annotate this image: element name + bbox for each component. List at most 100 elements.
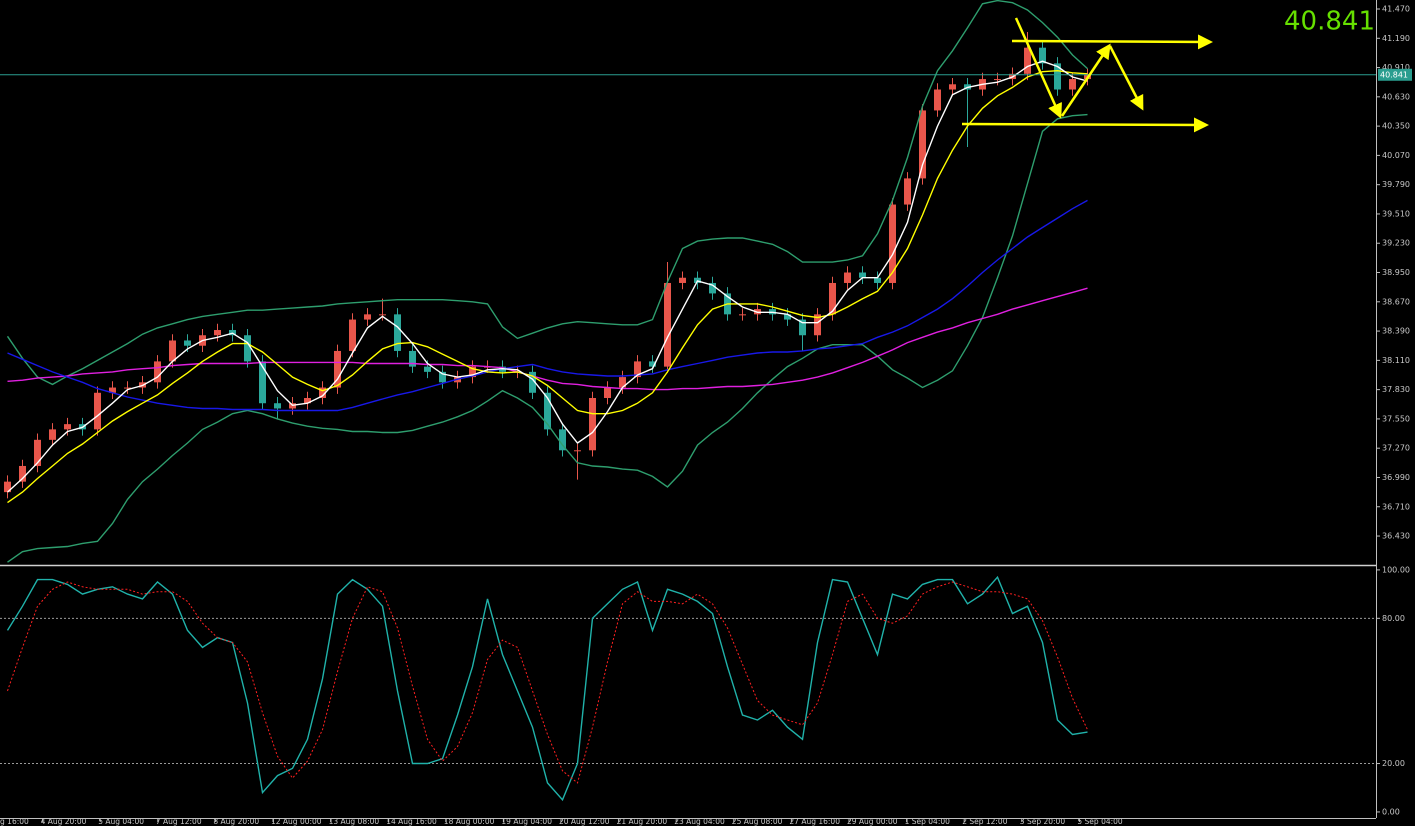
y-tick-label: 37.270 bbox=[1382, 444, 1410, 453]
y-tick-label: 38.950 bbox=[1382, 268, 1410, 277]
candle-body bbox=[109, 387, 116, 393]
x-tick-label: 8 Aug 20:00 bbox=[213, 817, 259, 826]
candle-body bbox=[949, 84, 956, 90]
candle-body bbox=[19, 465, 26, 482]
candle-body bbox=[784, 314, 791, 320]
candle-body bbox=[829, 282, 836, 315]
candle-body bbox=[934, 89, 941, 111]
candle-body bbox=[994, 79, 1001, 81]
candle-body bbox=[424, 366, 431, 372]
y-tick-label: 39.510 bbox=[1382, 209, 1410, 218]
candle-body bbox=[664, 282, 671, 367]
candle-body bbox=[814, 314, 821, 336]
candle-body bbox=[409, 350, 416, 367]
x-tick-label: 5 Aug 04:00 bbox=[98, 817, 144, 826]
candle-body bbox=[904, 178, 911, 205]
candle-body bbox=[94, 392, 101, 430]
resistance-arrow bbox=[1011, 34, 1213, 50]
x-tick-label: 7 Aug 12:00 bbox=[156, 817, 202, 826]
x-tick-label: 12 Aug 00:00 bbox=[271, 817, 322, 826]
x-tick-label: 20 Aug 12:00 bbox=[559, 817, 610, 826]
candle-body bbox=[244, 335, 251, 362]
candle-body bbox=[364, 314, 371, 320]
price-label: 40.841 bbox=[1380, 70, 1408, 79]
candle-body bbox=[274, 403, 281, 409]
y-tick-label: 36.430 bbox=[1382, 532, 1410, 541]
x-tick-label: 19 Aug 04:00 bbox=[501, 817, 552, 826]
y-tick-label: 37.830 bbox=[1382, 385, 1410, 394]
x-tick-label: 4 Aug 20:00 bbox=[41, 817, 87, 826]
x-tick-label: 27 Aug 16:00 bbox=[789, 817, 840, 826]
y-tick-label: 40.350 bbox=[1382, 122, 1410, 131]
candle-body bbox=[889, 204, 896, 283]
up-arrow bbox=[1060, 43, 1111, 117]
indicator-line bbox=[6, 0, 1088, 386]
candle-body bbox=[739, 314, 746, 316]
candle-body bbox=[304, 397, 311, 404]
current-price-large: 40.841 bbox=[1284, 7, 1375, 37]
indicator-line bbox=[7, 60, 1088, 493]
candle-body bbox=[394, 314, 401, 351]
candle-body bbox=[919, 110, 926, 179]
y-tick-label: 41.190 bbox=[1382, 34, 1410, 43]
candle-body bbox=[544, 392, 551, 430]
x-tick-label: 14 Aug 16:00 bbox=[386, 817, 437, 826]
candle-body bbox=[649, 361, 656, 367]
x-tick-label: 3 Sep 20:00 bbox=[1020, 817, 1066, 826]
down-arrow bbox=[1014, 17, 1062, 119]
x-tick-label: 5 Sep 04:00 bbox=[1077, 817, 1123, 826]
y-tick-label: 39.790 bbox=[1382, 180, 1410, 189]
candle-body bbox=[124, 387, 131, 389]
candle-body bbox=[1039, 47, 1046, 64]
candle-body bbox=[214, 330, 221, 336]
candle-body bbox=[709, 282, 716, 294]
candle-body bbox=[64, 424, 71, 430]
candle-body bbox=[154, 361, 161, 383]
y-tick-label: 36.990 bbox=[1382, 473, 1410, 482]
y-tick-label: 38.390 bbox=[1382, 327, 1410, 336]
y-tick-label: 41.470 bbox=[1382, 4, 1410, 13]
candle-body bbox=[34, 439, 41, 466]
y-tick-label: 38.110 bbox=[1382, 356, 1410, 365]
price-label-box bbox=[1378, 68, 1412, 81]
indicator-line bbox=[7, 287, 1088, 391]
candle-body bbox=[679, 277, 686, 283]
candle-body bbox=[184, 340, 191, 346]
candle-body bbox=[799, 319, 806, 336]
x-tick-label: 25 Aug 08:00 bbox=[732, 817, 783, 826]
candle-body bbox=[349, 319, 356, 351]
candle-body bbox=[334, 350, 341, 388]
candle-body bbox=[4, 481, 11, 493]
candle-body bbox=[259, 361, 266, 404]
y-tick-label: 37.550 bbox=[1382, 414, 1410, 423]
x-tick-label: 18 Aug 00:00 bbox=[444, 817, 495, 826]
down-arrow bbox=[1108, 45, 1144, 111]
x-tick-label: 3 Aug 16:00 bbox=[0, 817, 29, 826]
candle-body bbox=[49, 429, 56, 440]
candle-body bbox=[379, 314, 386, 316]
candle-body bbox=[574, 450, 581, 452]
indicator-line bbox=[7, 113, 1088, 563]
indicator-line bbox=[7, 69, 1088, 504]
x-tick-label: 23 Aug 04:00 bbox=[674, 817, 725, 826]
x-tick-label: 1 Sep 04:00 bbox=[905, 817, 951, 826]
y-tick-label: 36.710 bbox=[1382, 502, 1410, 511]
candle-body bbox=[874, 277, 881, 283]
y-tick-label: 38.670 bbox=[1382, 297, 1410, 306]
candle-body bbox=[439, 371, 446, 383]
support-arrow bbox=[961, 117, 1209, 133]
candle-body bbox=[619, 377, 626, 388]
x-tick-label: 29 Aug 00:00 bbox=[847, 817, 898, 826]
x-tick-label: 21 Aug 20:00 bbox=[617, 817, 668, 826]
y-tick-label: 40.630 bbox=[1382, 92, 1410, 101]
candle-body bbox=[589, 397, 596, 451]
indicator-line bbox=[6, 575, 1088, 802]
candle-body bbox=[559, 429, 566, 451]
candle-body bbox=[634, 361, 641, 378]
indicator-line bbox=[7, 581, 1088, 784]
y-tick-label: 20.00 bbox=[1382, 759, 1405, 768]
y-tick-label: 100.00 bbox=[1382, 565, 1410, 574]
